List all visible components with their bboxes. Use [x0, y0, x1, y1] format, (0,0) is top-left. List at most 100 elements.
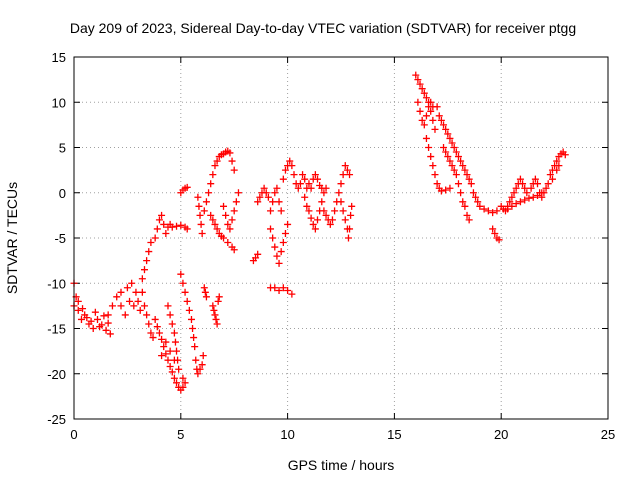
data-point	[207, 211, 215, 219]
data-point	[89, 325, 97, 332]
data-point	[437, 116, 445, 124]
data-point	[140, 302, 148, 310]
data-point	[454, 180, 462, 188]
data-point	[93, 315, 101, 323]
data-point	[123, 284, 131, 292]
data-point	[531, 175, 539, 183]
data-point	[512, 200, 520, 208]
data-point	[472, 193, 480, 201]
data-point	[226, 149, 234, 157]
data-point	[442, 125, 450, 133]
data-point	[260, 184, 268, 192]
data-point	[143, 257, 151, 265]
chart-title: Day 209 of 2023, Sidereal Day-to-day VTE…	[70, 20, 576, 36]
data-point	[301, 175, 309, 183]
plot-frame	[73, 56, 609, 420]
data-point	[207, 180, 215, 188]
data-point	[143, 311, 151, 319]
data-point	[414, 76, 422, 84]
y-tick-label: -5	[54, 231, 66, 246]
data-point	[267, 225, 275, 233]
data-point	[284, 286, 292, 294]
data-point	[179, 374, 187, 382]
data-point	[495, 236, 503, 244]
series-2	[412, 71, 569, 244]
data-point	[194, 370, 202, 378]
data-point	[147, 329, 155, 337]
data-point	[121, 311, 129, 319]
data-point	[198, 229, 206, 237]
data-point	[158, 335, 166, 343]
data-point	[149, 334, 157, 342]
data-point	[228, 157, 236, 165]
data-point	[145, 320, 153, 328]
data-point	[422, 94, 430, 102]
data-point	[288, 290, 296, 298]
data-point	[177, 270, 185, 278]
data-point	[117, 302, 125, 310]
data-point	[271, 189, 279, 197]
data-point	[87, 317, 95, 325]
data-point	[427, 153, 435, 161]
data-point	[542, 184, 550, 192]
data-point	[493, 207, 501, 215]
data-point	[91, 308, 99, 316]
data-point	[307, 214, 315, 222]
data-point	[450, 144, 458, 151]
data-point	[198, 361, 206, 369]
data-point	[130, 302, 138, 310]
data-point	[96, 323, 104, 331]
data-point	[448, 162, 456, 170]
data-point	[275, 259, 283, 267]
grid-lines	[74, 57, 608, 419]
data-point	[433, 103, 441, 111]
data-point	[555, 162, 563, 170]
data-point	[166, 347, 174, 355]
data-point	[200, 284, 208, 292]
data-point	[348, 202, 356, 210]
data-point	[553, 157, 561, 165]
data-point	[275, 286, 283, 294]
data-point	[155, 329, 163, 337]
data-point	[168, 320, 176, 328]
data-point	[267, 207, 275, 215]
data-point	[138, 288, 146, 296]
data-point	[230, 207, 238, 215]
data-point	[214, 297, 222, 305]
data-point	[314, 175, 322, 183]
data-point	[213, 320, 221, 328]
data-point	[414, 98, 422, 106]
data-point	[277, 207, 285, 215]
y-axis-label: SDTVAR / TECUs	[4, 182, 20, 294]
data-point	[525, 194, 533, 202]
data-point	[420, 121, 428, 129]
data-point	[418, 85, 426, 93]
data-point	[177, 221, 185, 229]
data-point	[450, 166, 458, 174]
data-point	[484, 207, 492, 215]
data-point	[286, 157, 294, 165]
data-point	[279, 175, 287, 183]
data-point	[422, 134, 430, 142]
data-point	[296, 180, 304, 188]
data-point	[444, 130, 452, 138]
data-point	[446, 184, 454, 192]
data-point	[491, 229, 499, 237]
data-point	[516, 198, 524, 206]
data-point	[519, 180, 527, 188]
data-point	[77, 315, 85, 323]
data-point	[463, 171, 471, 179]
data-point	[504, 205, 512, 213]
data-point	[196, 365, 204, 373]
data-point	[561, 151, 569, 159]
data-point	[162, 350, 170, 358]
data-point	[262, 189, 270, 197]
data-point	[425, 144, 433, 151]
data-point	[299, 171, 307, 179]
data-point	[200, 207, 208, 215]
data-point	[183, 183, 191, 191]
y-tick-label: -25	[47, 412, 66, 427]
y-tick-label: -20	[47, 367, 66, 382]
data-point	[264, 193, 272, 201]
x-tick-label: 10	[280, 427, 294, 442]
